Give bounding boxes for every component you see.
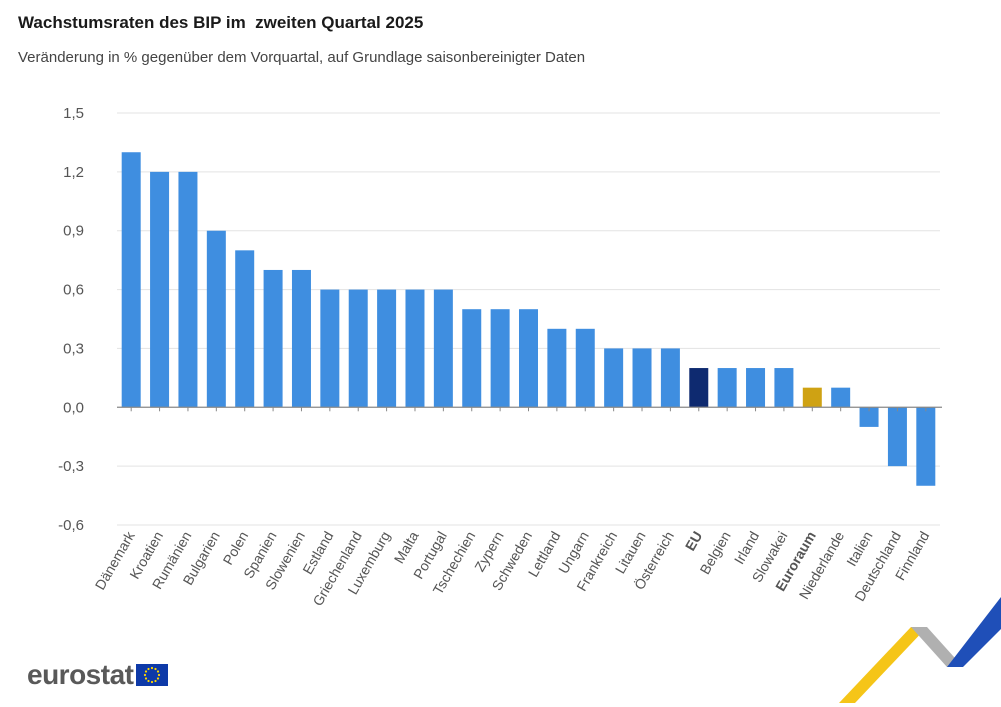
bar-finnland <box>916 407 936 486</box>
bar-zypern <box>490 309 510 408</box>
bar-euroraum <box>802 387 822 408</box>
bar-belgien <box>717 368 737 408</box>
bar-tschechien <box>462 309 482 408</box>
bar-slowakei <box>774 368 794 408</box>
bar-eu <box>689 368 709 408</box>
y-tick-label: 0,9 <box>63 223 84 240</box>
bar-deutschland <box>887 407 907 467</box>
y-tick-label: 0,0 <box>63 399 84 416</box>
y-tick-label: 1,2 <box>63 164 84 181</box>
chart-title: Wachstumsraten des BIP im zweiten Quarta… <box>18 13 424 32</box>
bar-estland <box>320 289 340 408</box>
x-tick-label: Dänemark <box>92 528 139 593</box>
bar-niederlande <box>831 387 851 408</box>
y-tick-label: 1,5 <box>63 105 84 122</box>
bar-lettland <box>547 328 567 408</box>
bar-schweden <box>519 309 538 408</box>
bar-irland <box>746 368 766 408</box>
y-tick-label: -0,3 <box>58 458 84 475</box>
bar-bulgarien <box>206 230 226 408</box>
bars <box>121 152 936 486</box>
bar-luxemburg <box>377 289 397 408</box>
bar-portugal <box>433 289 453 408</box>
y-tick-label: 0,6 <box>63 282 84 299</box>
bar-rumänien <box>178 171 198 408</box>
x-tick-label: EU <box>682 529 706 554</box>
bar-italien <box>859 407 879 427</box>
axes <box>117 406 942 412</box>
bar-litauen <box>632 348 652 408</box>
decorative-ribbon-graphic <box>839 597 1001 703</box>
y-tick-label: -0,6 <box>58 517 84 534</box>
bar-ungarn <box>575 328 595 408</box>
bar-frankreich <box>604 348 624 408</box>
y-tick-label: 0,3 <box>63 340 84 357</box>
bar-malta <box>405 289 425 408</box>
bar-griechenland <box>348 289 368 408</box>
logo-text: eurostat <box>27 659 134 690</box>
eu-flag-icon <box>136 664 169 686</box>
bar-slowenien <box>291 269 311 408</box>
bar-polen <box>235 250 255 408</box>
eurostat-logo: eurostat <box>27 659 169 690</box>
bar-dänemark <box>121 152 141 408</box>
chart-subtitle: Veränderung in % gegenüber dem Vorquarta… <box>18 49 586 66</box>
bar-spanien <box>263 269 283 408</box>
bar-kroatien <box>150 171 170 408</box>
bar-österreich <box>660 348 680 408</box>
